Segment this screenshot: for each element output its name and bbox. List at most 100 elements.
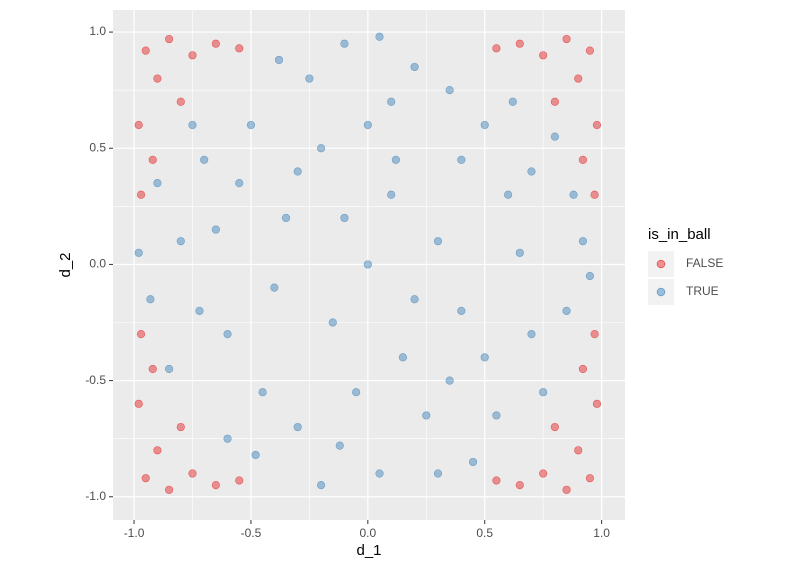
point [363,120,372,130]
legend-label: FALSE [686,256,723,270]
point [492,44,501,53]
point [492,411,501,420]
point [387,190,396,199]
point [293,167,302,176]
x-tick-label: -1.0 [124,526,145,540]
point [136,330,146,339]
point [515,39,524,48]
point [562,34,571,44]
point [188,120,197,130]
point [134,248,143,257]
point [590,190,599,199]
point [223,434,232,443]
point [433,469,443,478]
point [410,62,419,72]
point [335,441,344,450]
point [508,97,517,106]
point [281,213,291,223]
point [176,237,185,246]
point [539,388,548,397]
point [340,213,349,223]
legend-key [648,251,674,277]
point [134,399,143,408]
point [235,44,244,53]
y-tick-label: 0.0 [89,257,106,271]
point [134,120,143,130]
point [211,225,220,234]
point [293,422,302,432]
point [316,144,326,153]
x-tick-label: 0.0 [359,526,376,540]
point [592,120,602,130]
y-axis-label: d_2 [57,252,74,277]
point [569,190,578,199]
legend-symbol [656,287,666,297]
point [200,155,209,164]
point [562,485,571,494]
point [578,155,588,164]
point [422,411,431,420]
point [527,167,536,176]
point [585,474,595,483]
point [211,39,220,48]
point [480,353,489,362]
point [305,74,314,83]
point [235,178,244,188]
point [398,353,407,362]
point [148,155,157,164]
point [457,306,466,315]
point [585,271,595,281]
point [574,446,583,455]
point [363,260,372,269]
point [176,422,185,432]
point [550,132,559,141]
point [153,446,162,455]
point [176,97,185,106]
x-tick-label: -0.5 [241,526,262,540]
point [165,364,174,374]
point [539,51,548,60]
point [539,469,548,478]
point [433,237,443,246]
point [211,481,220,490]
point [165,485,174,494]
point [136,190,146,199]
point [223,330,232,339]
point [578,237,588,246]
point [578,364,588,374]
grid [113,10,625,520]
point [165,34,174,44]
point [550,422,559,432]
point [188,469,197,478]
point [251,450,260,460]
point [375,32,384,41]
point [515,481,524,490]
point [246,120,256,130]
point [328,318,337,327]
x-tick-label: 1.0 [593,526,610,540]
point [504,190,513,199]
point [141,46,150,55]
y-tick-label: -0.5 [85,373,106,387]
point [146,295,155,304]
point [585,46,595,55]
point [148,364,157,374]
point [141,474,150,483]
point [515,248,524,257]
point [550,97,559,106]
point [457,155,466,164]
points [134,32,602,494]
point [153,178,162,188]
legend-symbol [656,259,666,269]
point [590,330,599,339]
x-axis-label: d_1 [356,542,381,559]
y-tick-label: -1.0 [85,489,106,503]
legend-title: is_in_ball [648,226,711,243]
point [352,388,361,397]
point [375,469,384,478]
point [316,481,326,490]
point [574,74,583,83]
point [410,295,419,304]
legend-key [648,279,674,305]
